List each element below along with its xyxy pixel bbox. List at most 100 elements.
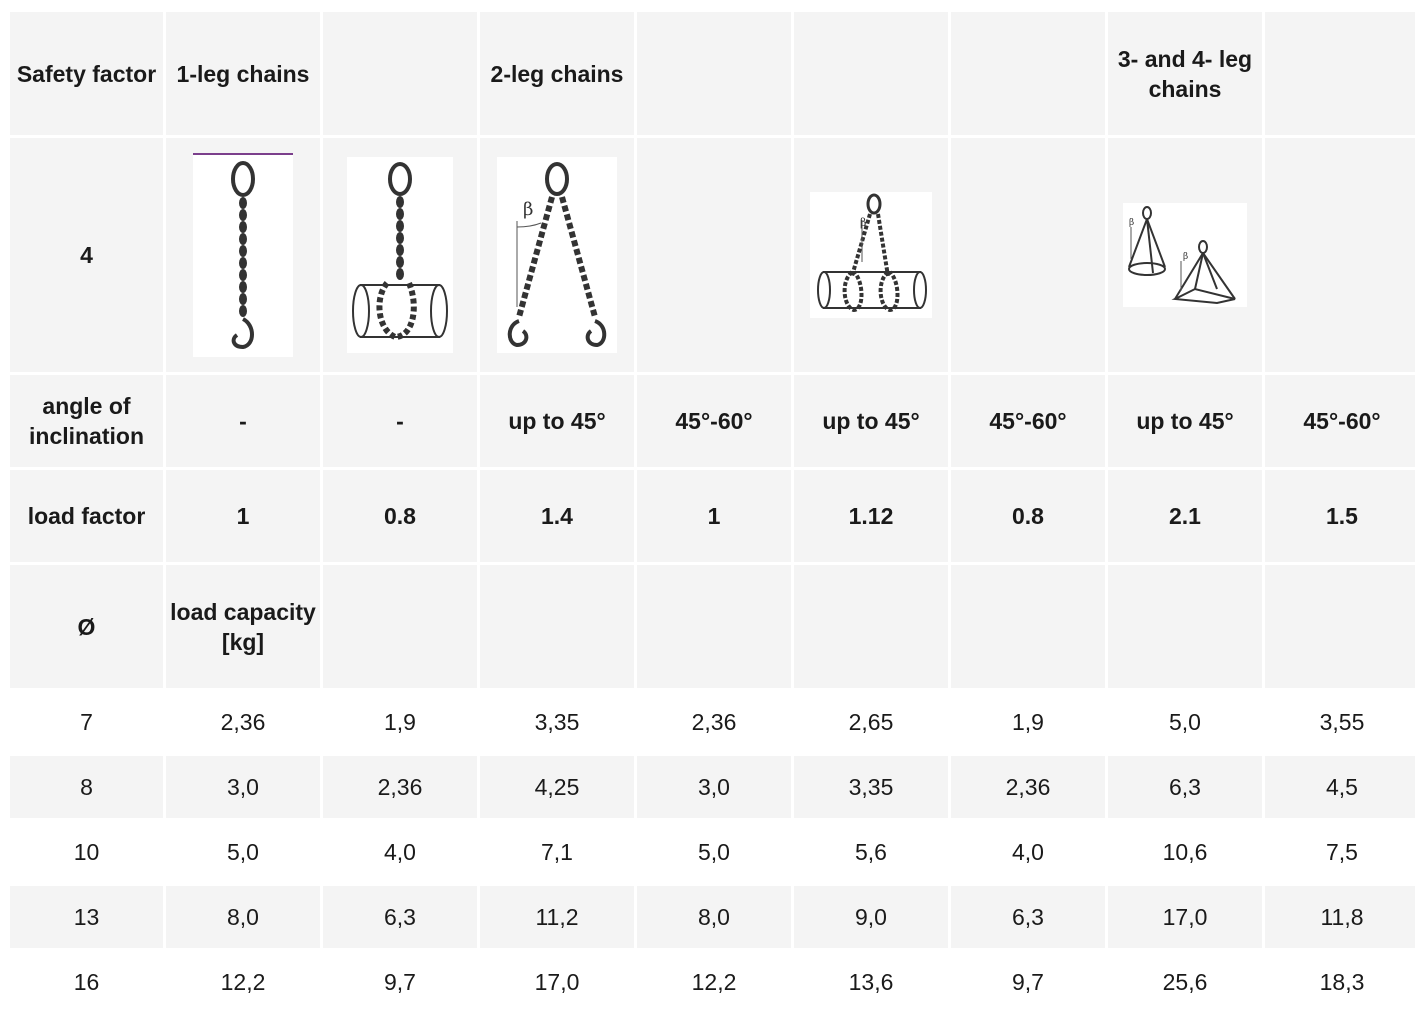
table-cell: 6,3: [323, 886, 477, 948]
angle-value: 45°-60°: [951, 375, 1105, 467]
table-cell: 2,36: [323, 756, 477, 818]
angle-value: 45°-60°: [637, 375, 791, 467]
table-cell: 8: [10, 756, 163, 818]
table-cell: 2,36: [166, 691, 320, 753]
table-cell: 8,0: [166, 886, 320, 948]
capacity-empty: [323, 565, 477, 688]
table-cell: 10,6: [1108, 821, 1262, 883]
table-cell: 12,2: [166, 951, 320, 1013]
image-cell: β β: [1108, 138, 1262, 372]
table-row: 13 8,0 6,3 11,2 8,0 9,0 6,3 17,0 11,8: [10, 886, 1415, 948]
load-capacity-label: load capacity [kg]: [166, 565, 320, 688]
table-cell: 10: [10, 821, 163, 883]
chain-3-4-leg-load-icon: β β: [1123, 203, 1247, 307]
table-cell: 5,0: [1108, 691, 1262, 753]
load-factor-value: 1: [637, 470, 791, 562]
header-safety-factor: Safety factor: [10, 12, 163, 135]
table-cell: 3,35: [794, 756, 948, 818]
table-cell: 11,8: [1265, 886, 1415, 948]
load-factor-label: load factor: [10, 470, 163, 562]
angle-value: up to 45°: [480, 375, 634, 467]
table-row: 10 5,0 4,0 7,1 5,0 5,6 4,0 10,6 7,5: [10, 821, 1415, 883]
capacity-empty: [794, 565, 948, 688]
table-cell: 17,0: [480, 951, 634, 1013]
image-cell: β: [480, 138, 634, 372]
header-empty: [637, 12, 791, 135]
table-cell: 4,5: [1265, 756, 1415, 818]
table-cell: 2,65: [794, 691, 948, 753]
table-cell: 6,3: [1108, 756, 1262, 818]
table-cell: 6,3: [951, 886, 1105, 948]
chain-2-leg-hooks-icon: β: [497, 157, 617, 353]
header-empty: [951, 12, 1105, 135]
table-row: 7 2,36 1,9 3,35 2,36 2,65 1,9 5,0 3,55: [10, 691, 1415, 753]
table-cell: 1,9: [951, 691, 1105, 753]
capacity-header-row: Ø load capacity [kg]: [10, 565, 1415, 688]
load-factor-value: 0.8: [951, 470, 1105, 562]
image-cell: β: [794, 138, 948, 372]
table-cell: 4,0: [951, 821, 1105, 883]
load-factor-row: load factor 1 0.8 1.4 1 1.12 0.8 2.1 1.5: [10, 470, 1415, 562]
table-cell: 12,2: [637, 951, 791, 1013]
table-cell: 5,0: [637, 821, 791, 883]
table-cell: 8,0: [637, 886, 791, 948]
load-factor-value: 1.12: [794, 470, 948, 562]
image-cell-empty: [1265, 138, 1415, 372]
table-cell: 3,0: [166, 756, 320, 818]
header-1-leg-chains: 1-leg chains: [166, 12, 320, 135]
table-cell: 11,2: [480, 886, 634, 948]
table-cell: 5,0: [166, 821, 320, 883]
header-row: Safety factor 1-leg chains 2-leg chains …: [10, 12, 1415, 135]
svg-text:β: β: [1129, 218, 1134, 228]
header-empty: [794, 12, 948, 135]
table-row: 16 12,2 9,7 17,0 12,2 13,6 9,7 25,6 18,3: [10, 951, 1415, 1013]
image-cell-empty: [637, 138, 791, 372]
table-cell: 16: [10, 951, 163, 1013]
angle-value: -: [166, 375, 320, 467]
angle-value: up to 45°: [1108, 375, 1262, 467]
safety-factor-value: 4: [10, 138, 163, 372]
load-factor-value: 2.1: [1108, 470, 1262, 562]
capacity-empty: [1108, 565, 1262, 688]
table-cell: 3,35: [480, 691, 634, 753]
table-cell: 9,7: [951, 951, 1105, 1013]
table-cell: 13: [10, 886, 163, 948]
load-capacity-table: Safety factor 1-leg chains 2-leg chains …: [7, 9, 1415, 1016]
table-cell: 5,6: [794, 821, 948, 883]
diameter-label: Ø: [10, 565, 163, 688]
table-cell: 7,1: [480, 821, 634, 883]
table-cell: 1,9: [323, 691, 477, 753]
svg-text:β: β: [860, 216, 866, 229]
chain-2-leg-pipe-icon: β: [810, 192, 932, 318]
angle-label: angle of inclination: [10, 375, 163, 467]
angle-value: 45°-60°: [1265, 375, 1415, 467]
table-cell: 25,6: [1108, 951, 1262, 1013]
load-factor-value: 0.8: [323, 470, 477, 562]
table-cell: 4,25: [480, 756, 634, 818]
beta-label: β: [523, 199, 533, 220]
header-2-leg-chains: 2-leg chains: [480, 12, 634, 135]
table-cell: 4,0: [323, 821, 477, 883]
load-factor-value: 1.5: [1265, 470, 1415, 562]
table-cell: 18,3: [1265, 951, 1415, 1013]
table-cell: 9,0: [794, 886, 948, 948]
image-row: 4: [10, 138, 1415, 372]
load-factor-value: 1.4: [480, 470, 634, 562]
table-cell: 2,36: [951, 756, 1105, 818]
angle-value: up to 45°: [794, 375, 948, 467]
capacity-empty: [1265, 565, 1415, 688]
table-row: 8 3,0 2,36 4,25 3,0 3,35 2,36 6,3 4,5: [10, 756, 1415, 818]
angle-row: angle of inclination - - up to 45° 45°-6…: [10, 375, 1415, 467]
header-empty: [1265, 12, 1415, 135]
header-empty: [323, 12, 477, 135]
chain-1-leg-choke-pipe-icon: [347, 157, 453, 353]
table-cell: 13,6: [794, 951, 948, 1013]
table-cell: 17,0: [1108, 886, 1262, 948]
table-cell: 7: [10, 691, 163, 753]
chain-1-leg-hook-icon: [193, 153, 293, 357]
table-cell: 2,36: [637, 691, 791, 753]
capacity-empty: [951, 565, 1105, 688]
image-cell: [166, 138, 320, 372]
image-cell-empty: [951, 138, 1105, 372]
capacity-empty: [637, 565, 791, 688]
